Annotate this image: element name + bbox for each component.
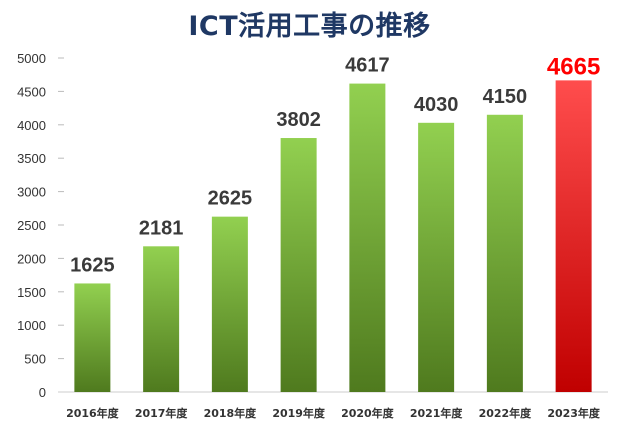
y-tick-label: 5000 — [17, 51, 46, 66]
data-label: 3802 — [276, 109, 321, 131]
y-tick-label: 4000 — [17, 118, 46, 133]
bar — [349, 83, 386, 392]
x-tick-label: 2019年度 — [272, 406, 326, 420]
chart-title: ICT活用工事の推移 — [188, 11, 431, 42]
y-tick-label: 1500 — [17, 285, 46, 300]
y-tick-label: 3000 — [17, 185, 46, 200]
bar — [486, 114, 523, 392]
x-tick-label: 2020年度 — [341, 406, 395, 420]
x-tick-label: 2017年度 — [135, 406, 189, 420]
x-tick-label: 2022年度 — [479, 406, 533, 420]
data-label: 4665 — [547, 53, 600, 80]
bar-highlight — [555, 80, 592, 393]
bars — [74, 80, 592, 393]
bar — [74, 283, 111, 392]
bar — [280, 138, 317, 392]
data-label: 4030 — [414, 94, 459, 116]
x-tick-label: 2023年度 — [547, 406, 601, 420]
data-label: 4150 — [483, 86, 528, 108]
data-label: 2181 — [139, 217, 184, 239]
x-tick-label: 2021年度 — [410, 406, 464, 420]
y-tick-label: 500 — [24, 352, 46, 367]
y-axis: 0 500 1000 1500 2000 2500 3000 3500 4000 4500 5000 — [17, 51, 608, 400]
y-tick-label: 0 — [39, 385, 46, 400]
data-label: 2625 — [208, 188, 253, 210]
bar — [418, 122, 455, 393]
y-tick-label: 2000 — [17, 251, 46, 266]
data-labels: 1625 2181 2625 3802 4617 4030 4150 4665 — [70, 53, 600, 276]
x-axis: 2016年度 2017年度 2018年度 2019年度 2020年度 2021年度 2022… — [66, 406, 601, 420]
x-tick-label: 2018年度 — [204, 406, 258, 420]
y-tick-label: 1000 — [17, 318, 46, 333]
data-label: 1625 — [70, 254, 115, 276]
y-tick-label: 4500 — [17, 84, 46, 99]
x-tick-label: 2016年度 — [66, 406, 120, 420]
y-tick-label: 3500 — [17, 151, 46, 166]
bar — [211, 216, 248, 392]
y-tick-label: 2500 — [17, 218, 46, 233]
data-label: 4617 — [345, 55, 390, 77]
bar — [143, 246, 180, 392]
